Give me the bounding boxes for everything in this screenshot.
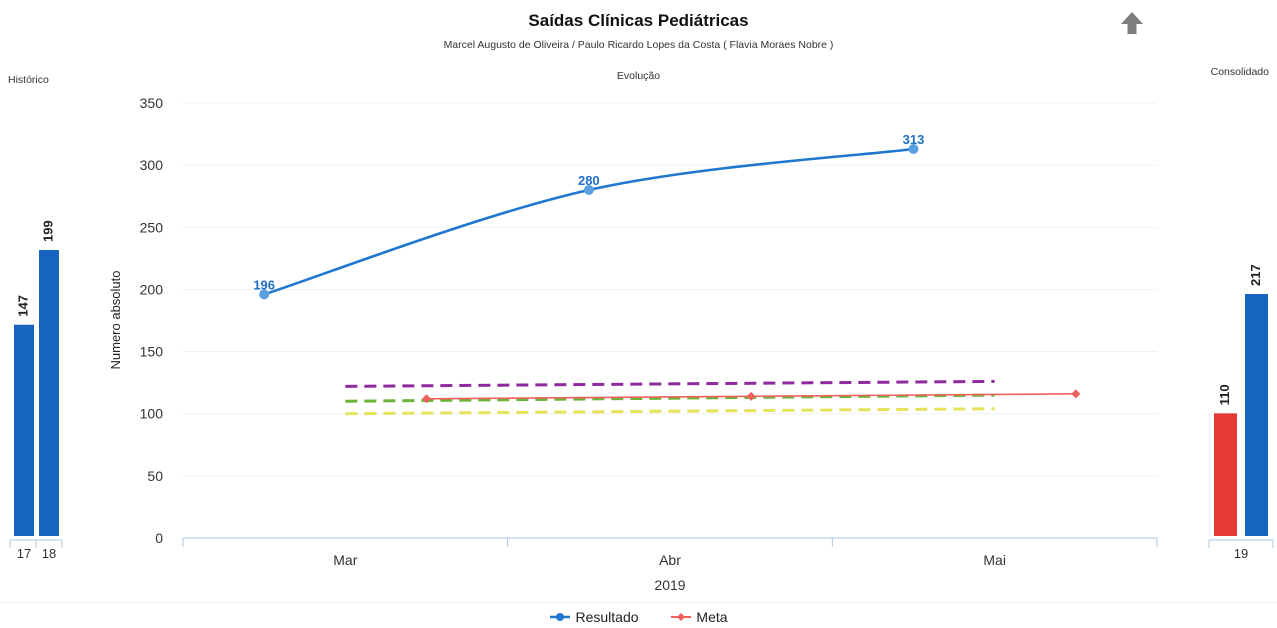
hist-bar-18	[39, 250, 59, 536]
cons-tick-19: 19	[1234, 546, 1248, 561]
legend-item-resultado[interactable]: Resultado	[549, 609, 639, 625]
x-tick-label-mar: Mar	[333, 552, 357, 568]
cons-bar-label-1: 217	[1248, 264, 1263, 286]
legend-item-meta[interactable]: Meta	[670, 609, 728, 625]
y-tick-label: 150	[140, 344, 164, 360]
evolucao-chart: 0 50 100 150 200 250 300 350 Numero absoluto Mar A…	[108, 95, 1158, 593]
legend-marker-resultado	[550, 613, 571, 621]
hist-tick-17: 17	[17, 546, 31, 561]
legend-label-resultado: Resultado	[575, 609, 639, 625]
y-tick-label: 100	[140, 406, 164, 422]
meta-point-mai	[1071, 389, 1081, 399]
hist-bar-label-18: 199	[40, 220, 55, 242]
resultado-point-mai	[908, 143, 919, 154]
footer-divider	[0, 602, 1277, 603]
resultado-point-abr	[583, 185, 594, 195]
consolidado-chart: 110 217 19	[1208, 264, 1274, 561]
panel-left-label: Histórico	[8, 74, 49, 86]
chart-legend: Resultado Meta	[0, 609, 1277, 626]
reference-line-0	[345, 379, 995, 388]
y-tick-label: 300	[140, 157, 164, 173]
cons-bar-label-0: 110	[1217, 384, 1232, 405]
y-tick-label: 0	[155, 530, 163, 546]
up-arrow-icon[interactable]	[1118, 9, 1146, 37]
x-tick-label-abr: Abr	[659, 552, 681, 568]
hist-bar-label-17: 147	[15, 295, 30, 317]
resultado-data-label-mai: 313	[903, 132, 925, 147]
meta-point-mar	[422, 394, 431, 404]
historico-chart: 147 17 199 18	[9, 220, 63, 561]
resultado-point-mar	[259, 289, 270, 300]
y-tick-label: 250	[140, 219, 164, 235]
y-tick-label: 200	[140, 281, 164, 297]
panel-main-label: Evolução	[616, 70, 661, 82]
legend-marker-meta	[671, 613, 692, 621]
x-tick-label-mai: Mai	[983, 552, 1006, 568]
cons-bar-0	[1214, 413, 1237, 536]
y-tick-label: 50	[147, 468, 163, 484]
legend-label-meta: Meta	[696, 609, 728, 625]
y-axis-title: Numero absoluto	[108, 271, 123, 370]
resultado-data-label-mar: 196	[253, 277, 275, 292]
reference-line-1	[345, 393, 995, 403]
cons-bar-1	[1245, 294, 1268, 536]
hist-bar-17	[14, 324, 34, 536]
hist-tick-18: 18	[42, 546, 56, 561]
meta-point-abr	[746, 391, 756, 401]
resultado-data-label-abr: 280	[578, 173, 600, 188]
y-tick-label: 350	[140, 95, 164, 111]
x-axis-title: 2019	[654, 577, 685, 593]
resultado-line	[263, 147, 914, 296]
panel-right-label: Consolidado	[1210, 66, 1269, 78]
chart-title: Saídas Clínicas Pediátricas	[528, 11, 749, 30]
chart-subtitle: Marcel Augusto de Oliveira / Paulo Ricar…	[443, 39, 834, 51]
reference-line-2	[345, 407, 995, 416]
